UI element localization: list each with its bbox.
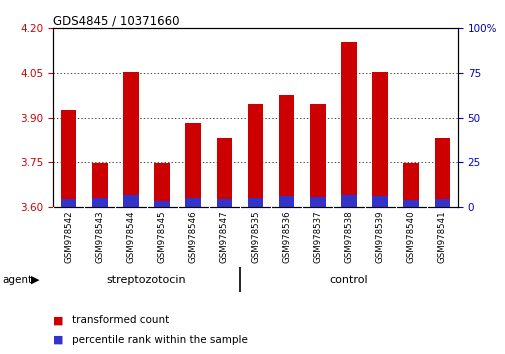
Text: GDS4845 / 10371660: GDS4845 / 10371660 (53, 15, 179, 28)
Bar (372, 72, 387, 207)
Text: ▶: ▶ (31, 275, 40, 285)
Bar (247, 104, 263, 207)
Bar (310, 104, 325, 207)
Text: ■: ■ (53, 315, 64, 325)
Bar (216, 199, 232, 207)
Bar (216, 138, 232, 207)
Bar (402, 200, 418, 207)
Bar (372, 196, 387, 207)
Text: streptozotocin: streptozotocin (107, 275, 186, 285)
Bar (278, 95, 294, 207)
Text: GSM978540: GSM978540 (406, 210, 415, 263)
Bar (154, 163, 170, 207)
Bar (123, 72, 138, 207)
Text: agent: agent (3, 275, 33, 285)
Text: ■: ■ (53, 335, 64, 345)
Text: GSM978545: GSM978545 (157, 210, 166, 263)
Bar (340, 42, 356, 207)
Bar (61, 110, 76, 207)
Bar (434, 138, 449, 207)
Bar (92, 198, 108, 207)
Bar (123, 195, 138, 207)
Text: GSM978542: GSM978542 (64, 210, 73, 263)
Text: GSM978537: GSM978537 (313, 210, 322, 263)
Bar (185, 198, 200, 207)
Text: GSM978539: GSM978539 (375, 210, 384, 263)
Bar (247, 198, 263, 207)
Bar (185, 123, 200, 207)
Text: GSM978541: GSM978541 (437, 210, 446, 263)
Text: percentile rank within the sample: percentile rank within the sample (72, 335, 248, 345)
Bar (402, 163, 418, 207)
Text: control: control (329, 275, 368, 285)
Bar (154, 200, 170, 207)
Text: GSM978535: GSM978535 (250, 210, 260, 263)
Bar (92, 163, 108, 207)
Bar (278, 196, 294, 207)
Text: GSM978536: GSM978536 (282, 210, 290, 263)
Bar (61, 199, 76, 207)
Bar (434, 199, 449, 207)
Text: GSM978543: GSM978543 (95, 210, 104, 263)
Bar (340, 195, 356, 207)
Bar (310, 197, 325, 207)
Text: GSM978547: GSM978547 (220, 210, 228, 263)
Text: GSM978544: GSM978544 (126, 210, 135, 263)
Text: GSM978546: GSM978546 (188, 210, 197, 263)
Text: transformed count: transformed count (72, 315, 169, 325)
Text: GSM978538: GSM978538 (344, 210, 353, 263)
